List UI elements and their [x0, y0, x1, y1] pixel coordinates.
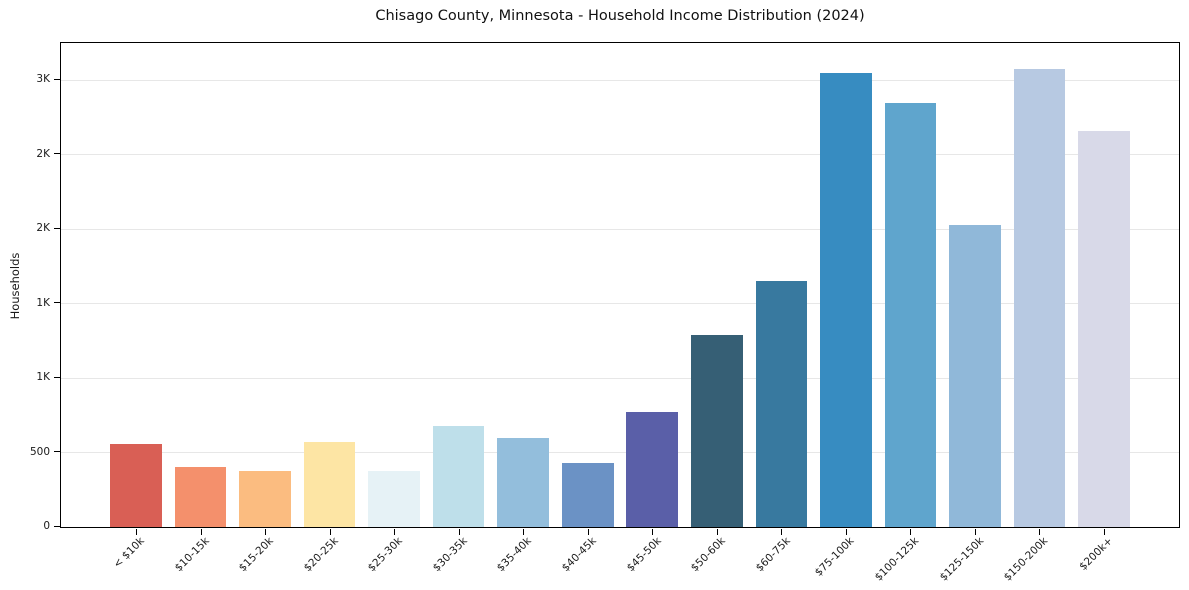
x-tick-mark	[587, 529, 589, 535]
bar-$20-25k	[303, 442, 356, 527]
bar-$125-150k	[949, 224, 1001, 527]
x-tick-mark	[523, 529, 525, 535]
x-tick-label: $35-40k	[495, 535, 535, 575]
x-tick-label: $100-125k	[872, 535, 922, 584]
x-tick-mark	[458, 529, 460, 535]
y-tick-label: 500	[29, 445, 50, 458]
y-tick-mark	[54, 451, 60, 453]
x-tick-label: $150-200k	[1001, 535, 1051, 584]
gridline-1K	[61, 303, 1179, 305]
y-tick-label: 1K	[36, 371, 50, 384]
bar-$25-30k	[368, 471, 420, 527]
gridline-3K	[61, 79, 1179, 81]
y-tick-label: 0	[43, 520, 50, 532]
x-tick-label: $40-45k	[559, 535, 599, 575]
y-tick-mark	[54, 78, 60, 80]
gridline-1K	[61, 377, 1179, 379]
y-tick-mark	[54, 376, 60, 378]
y-tick-label: 2K	[36, 147, 50, 160]
x-tick-label: $45-50k	[624, 535, 664, 575]
y-tick-mark	[54, 227, 60, 229]
bar-$35-40k	[497, 437, 549, 527]
x-tick-mark	[394, 529, 396, 535]
x-tick-label: $30-35k	[430, 535, 470, 575]
x-tick-mark	[136, 529, 137, 535]
x-tick-label: $20-25k	[301, 535, 341, 575]
y-tick-label: 1K	[36, 296, 50, 309]
chart-title: Chisago County, Minnesota - Household In…	[375, 8, 865, 24]
x-tick-mark	[1104, 529, 1105, 535]
x-tick-label: < $10k	[111, 535, 147, 571]
y-tick-mark	[54, 525, 60, 527]
x-tick-label: $125-150k	[937, 535, 986, 584]
x-tick-mark	[974, 529, 976, 535]
gridline-500	[61, 452, 1179, 454]
x-tick-label: $50-60k	[688, 535, 728, 575]
x-tick-mark	[329, 529, 331, 535]
x-tick-label: $60-75k	[753, 535, 793, 575]
gridline-2K	[61, 154, 1179, 156]
x-tick-mark	[910, 529, 912, 535]
x-tick-label: $200k+	[1077, 535, 1115, 573]
x-tick-mark	[200, 529, 202, 535]
bar-$30-35k	[432, 425, 485, 527]
bar-$60-75k	[755, 280, 808, 527]
bar-$75-100k	[820, 72, 872, 527]
bar-$15-20k	[239, 471, 291, 527]
x-tick-mark	[1039, 529, 1041, 535]
bar-$200k+	[1078, 130, 1130, 527]
x-tick-mark	[652, 529, 654, 535]
x-tick-label: $15-20k	[236, 535, 277, 575]
x-tick-label: $25-30k	[366, 535, 406, 575]
bar-< $10k	[110, 443, 162, 527]
x-tick-mark	[716, 529, 718, 535]
bar-$40-45k	[561, 462, 614, 527]
y-tick-mark	[54, 302, 60, 304]
bar-$150-200k	[1013, 69, 1066, 527]
bar-$10-15k	[174, 466, 227, 527]
bar-$50-60k	[690, 334, 743, 527]
x-tick-label: $10-15k	[172, 535, 212, 575]
bar-$45-50k	[626, 412, 679, 527]
x-tick-label: $75-100k	[813, 535, 857, 579]
y-tick-label: 3K	[36, 73, 50, 86]
y-tick-label: 2K	[36, 222, 50, 235]
x-tick-mark	[845, 529, 847, 535]
bar-$100-125k	[884, 103, 937, 527]
x-tick-mark	[265, 529, 267, 535]
gridline-2K	[61, 228, 1179, 230]
plot-area	[60, 42, 1180, 528]
x-tick-mark	[781, 529, 783, 535]
y-tick-mark	[54, 153, 60, 155]
